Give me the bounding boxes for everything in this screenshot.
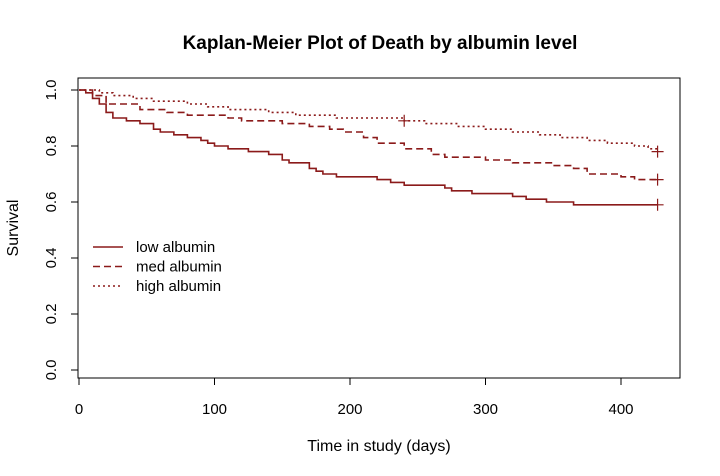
censor-mark-med-albumin (651, 173, 664, 186)
y-tick-label: 0.6 (43, 192, 60, 213)
legend-label-high-albumin: high albumin (136, 278, 221, 295)
legend-label-low-albumin: low albumin (136, 239, 215, 256)
x-axis-label: Time in study (days) (307, 438, 450, 455)
y-axis: 0.0 0.2 0.4 0.6 0.8 1.0 (43, 80, 79, 381)
plot-frame (77, 77, 681, 379)
series-line-low-albumin (79, 89, 658, 206)
legend-label-med-albumin: med albumin (136, 259, 222, 276)
x-tick-label: 100 (202, 401, 227, 418)
x-tick-label: 400 (608, 401, 633, 418)
chart-title: Kaplan-Meier Plot of Death by albumin le… (183, 33, 578, 54)
x-tick-label: 200 (337, 401, 362, 418)
y-tick-label: 0.0 (43, 360, 60, 381)
series-layer (79, 89, 664, 211)
legend: low albumin med albumin high albumin (93, 239, 222, 295)
y-axis-label: Survival (5, 200, 22, 257)
x-tick-label: 0 (75, 401, 83, 418)
censor-mark-low-albumin (651, 198, 664, 211)
series-line-high-albumin (79, 89, 659, 152)
censor-mark-high-albumin (398, 114, 411, 127)
x-axis: 0 100 200 300 400 (75, 377, 634, 418)
y-tick-label: 1.0 (43, 80, 60, 101)
y-tick-label: 0.2 (43, 304, 60, 325)
series-line-med-albumin (79, 89, 658, 181)
y-tick-label: 0.8 (43, 136, 60, 157)
censor-mark-high-albumin (651, 145, 664, 158)
x-tick-label: 300 (473, 401, 498, 418)
y-tick-label: 0.4 (43, 248, 60, 269)
